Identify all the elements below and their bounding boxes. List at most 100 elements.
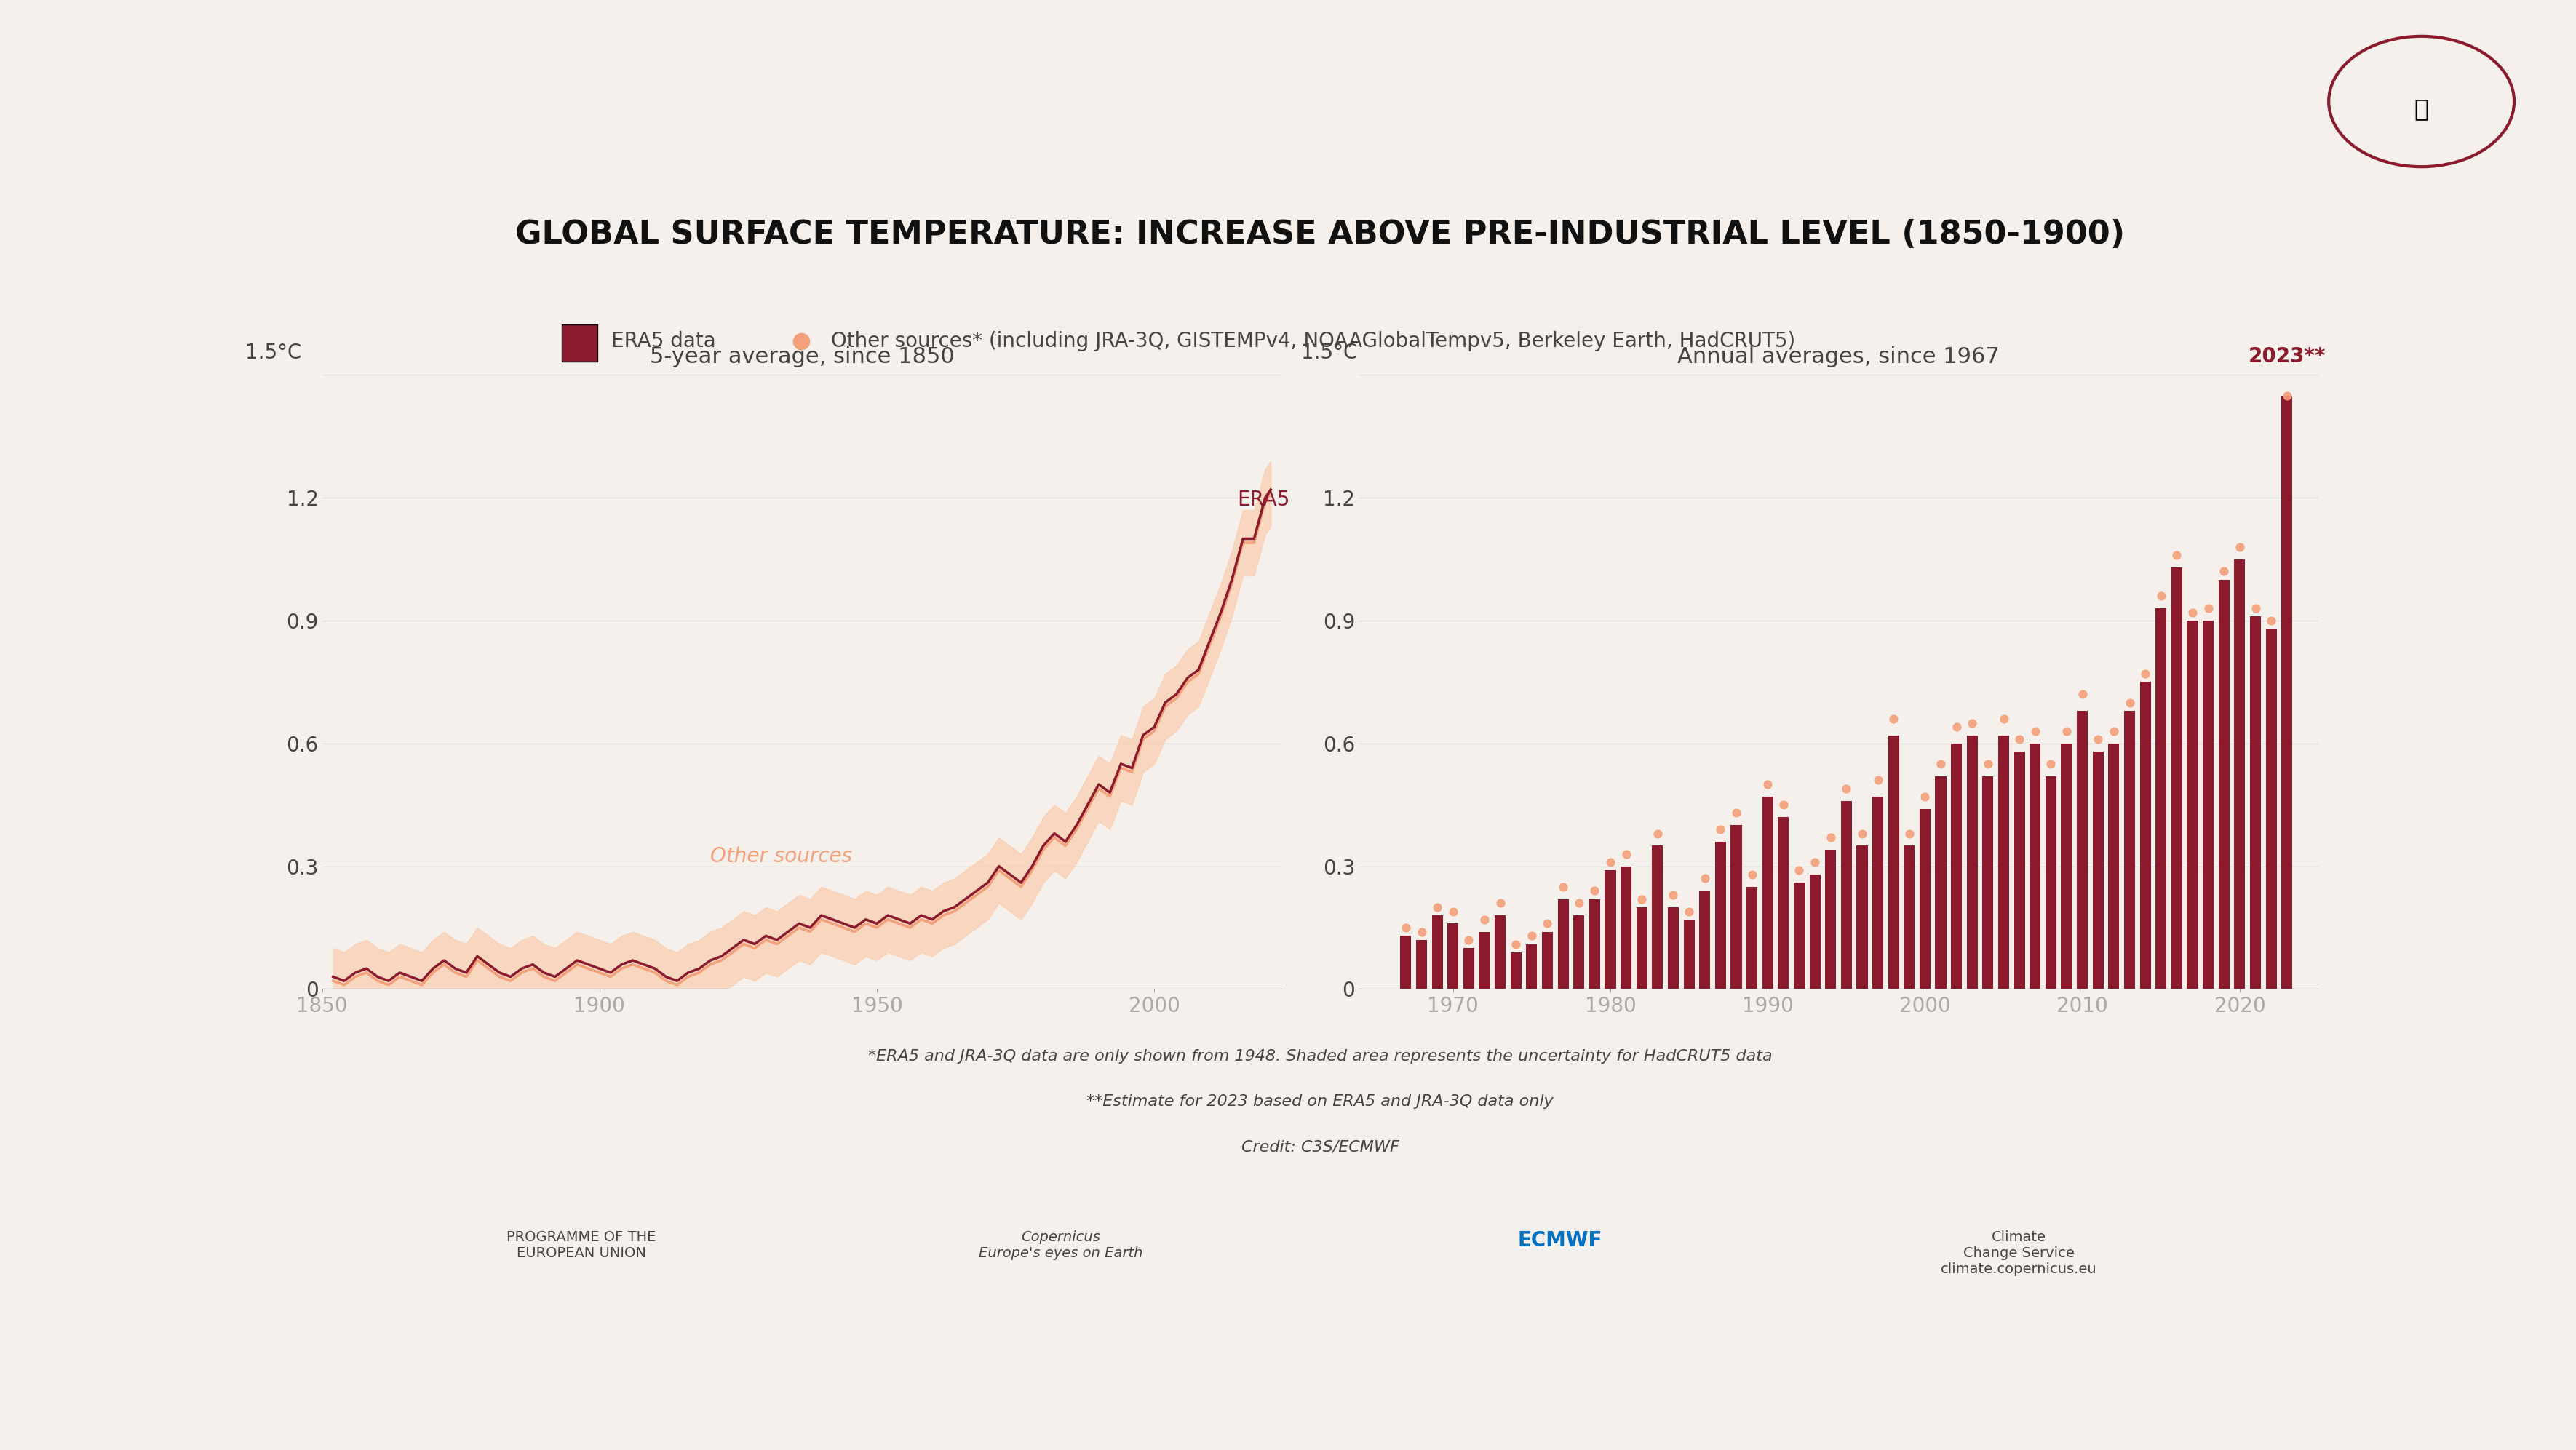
Bar bbox=[1731, 825, 1741, 989]
Bar bbox=[1808, 874, 1821, 989]
Point bbox=[1888, 822, 1929, 845]
Point bbox=[1479, 892, 1520, 915]
Title: 5-year average, since 1850: 5-year average, since 1850 bbox=[649, 347, 953, 367]
Point bbox=[1432, 899, 1473, 922]
Point bbox=[2251, 609, 2293, 632]
Bar bbox=[1826, 850, 1837, 989]
Bar bbox=[2267, 629, 2277, 989]
Point bbox=[2061, 683, 2102, 706]
Point bbox=[1417, 896, 1458, 919]
Bar bbox=[2045, 776, 2056, 989]
Bar bbox=[1417, 940, 1427, 989]
Bar bbox=[1888, 735, 1899, 989]
Point bbox=[1762, 793, 1803, 816]
Text: **Estimate for 2023 based on ERA5 and JRA-3Q data only: **Estimate for 2023 based on ERA5 and JR… bbox=[1087, 1095, 1553, 1109]
Point bbox=[1795, 851, 1837, 874]
Bar bbox=[1904, 845, 1914, 989]
Text: Other sources* (including JRA-3Q, GISTEMPv4, NOAAGlobalTempv5, Berkeley Earth, H: Other sources* (including JRA-3Q, GISTEM… bbox=[832, 331, 1795, 352]
Text: 2023**: 2023** bbox=[2249, 347, 2326, 367]
Bar bbox=[1747, 887, 1757, 989]
Point bbox=[1968, 753, 2009, 776]
Point bbox=[1605, 842, 1646, 866]
Bar bbox=[1479, 932, 1489, 989]
Point bbox=[1731, 863, 1772, 886]
Bar bbox=[1935, 776, 1947, 989]
Bar bbox=[1777, 818, 1788, 989]
Text: Other sources: Other sources bbox=[711, 847, 853, 867]
Point bbox=[1654, 883, 1695, 906]
Point bbox=[2202, 560, 2244, 583]
Point bbox=[1494, 932, 1535, 956]
Bar bbox=[2282, 396, 2293, 989]
Point bbox=[2094, 719, 2136, 742]
Point bbox=[1512, 924, 1553, 947]
Bar bbox=[1762, 796, 1772, 989]
Point bbox=[1558, 892, 1600, 915]
Point bbox=[1589, 851, 1631, 874]
Point bbox=[2156, 544, 2197, 567]
Point bbox=[1700, 818, 1741, 841]
Point bbox=[2267, 384, 2308, 407]
Point bbox=[1716, 802, 1757, 825]
Bar bbox=[1636, 908, 1646, 989]
Bar bbox=[1525, 944, 1538, 989]
Point bbox=[1747, 773, 1788, 796]
Bar bbox=[1793, 883, 1806, 989]
Point bbox=[2141, 584, 2182, 608]
Text: Climate
Change Service
climate.copernicus.eu: Climate Change Service climate.copernicu… bbox=[1940, 1230, 2097, 1276]
Bar bbox=[2172, 567, 2182, 989]
Point bbox=[2125, 663, 2166, 686]
Point bbox=[2076, 728, 2117, 751]
Point bbox=[1574, 879, 1615, 902]
Bar bbox=[1716, 841, 1726, 989]
Point bbox=[1857, 768, 1899, 792]
Point bbox=[2172, 600, 2213, 624]
Point bbox=[2030, 753, 2071, 776]
Point bbox=[2187, 597, 2228, 621]
Bar bbox=[2156, 609, 2166, 989]
Point bbox=[1386, 916, 1427, 940]
Point bbox=[2236, 597, 2277, 621]
FancyBboxPatch shape bbox=[562, 325, 598, 361]
Point bbox=[1620, 887, 1662, 911]
Bar bbox=[1543, 932, 1553, 989]
Point bbox=[2110, 690, 2151, 713]
Text: *ERA5 and JRA-3Q data are only shown from 1948. Shaded area represents the uncer: *ERA5 and JRA-3Q data are only shown fro… bbox=[868, 1050, 1772, 1064]
Bar bbox=[1950, 744, 1963, 989]
Bar bbox=[1965, 735, 1978, 989]
Point bbox=[1811, 826, 1852, 850]
Point bbox=[1669, 899, 1710, 922]
Bar bbox=[2141, 682, 2151, 989]
Bar bbox=[1432, 915, 1443, 989]
Bar bbox=[1857, 845, 1868, 989]
Text: Credit: C3S/ECMWF: Credit: C3S/ECMWF bbox=[1242, 1140, 1399, 1154]
Point bbox=[1937, 715, 1978, 738]
Point bbox=[1685, 867, 1726, 890]
Bar bbox=[2187, 621, 2197, 989]
Bar bbox=[1589, 899, 1600, 989]
Point bbox=[1873, 708, 1914, 731]
Bar bbox=[2014, 751, 2025, 989]
Text: ECMWF: ECMWF bbox=[1517, 1230, 1602, 1250]
Bar bbox=[1873, 796, 1883, 989]
Text: 1.5°C: 1.5°C bbox=[245, 342, 301, 362]
Bar bbox=[2233, 560, 2246, 989]
Bar bbox=[1463, 948, 1473, 989]
Bar bbox=[1685, 919, 1695, 989]
Point bbox=[1919, 753, 1960, 776]
Text: PROGRAMME OF THE
EUROPEAN UNION: PROGRAMME OF THE EUROPEAN UNION bbox=[507, 1230, 657, 1260]
Point bbox=[1842, 822, 1883, 845]
Bar bbox=[2202, 621, 2213, 989]
Bar bbox=[1510, 953, 1522, 989]
Bar bbox=[1448, 924, 1458, 989]
Point bbox=[1826, 777, 1868, 800]
Bar bbox=[1574, 915, 1584, 989]
Bar bbox=[1667, 908, 1680, 989]
Bar bbox=[2092, 751, 2105, 989]
Bar bbox=[1984, 776, 1994, 989]
Bar bbox=[2249, 616, 2262, 989]
Text: GLOBAL SURFACE TEMPERATURE: INCREASE ABOVE PRE-INDUSTRIAL LEVEL (1850-1900): GLOBAL SURFACE TEMPERATURE: INCREASE ABO… bbox=[515, 219, 2125, 249]
Bar bbox=[1558, 899, 1569, 989]
Point bbox=[1543, 876, 1584, 899]
Point bbox=[1401, 921, 1443, 944]
